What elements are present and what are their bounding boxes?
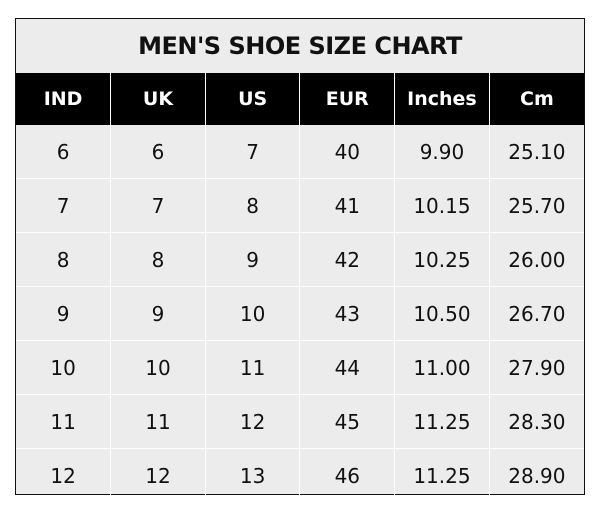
chart-title: MEN'S SHOE SIZE CHART [138,32,462,60]
table-cell-us: 9 [204,232,300,287]
table-cell-eur: 43 [299,286,395,341]
table-row: 11 11 12 45 11.25 28.30 [16,394,584,449]
table-cell-cm: 25.70 [488,178,584,233]
column-header-us: US [204,73,300,125]
table-cell-cm: 28.30 [488,394,584,449]
table-cell-inches: 10.50 [394,286,490,341]
table-cell-eur: 45 [299,394,395,449]
table-cell-inches: 9.90 [394,125,490,179]
table-cell-inches: 11.00 [394,340,490,395]
table-row: 9 9 10 43 10.50 26.70 [16,286,584,341]
table-cell-us: 10 [204,286,300,341]
table-row: 6 6 7 40 9.90 25.10 [16,125,584,179]
table-cell-ind: 10 [16,340,111,395]
table-cell-cm: 26.00 [488,232,584,287]
table-cell-eur: 40 [299,125,395,179]
column-header-cm: Cm [488,73,584,125]
table-row: 8 8 9 42 10.25 26.00 [16,232,584,287]
table-cell-eur: 44 [299,340,395,395]
table-cell-ind: 12 [16,448,111,502]
header-row: IND UK US EUR Inches Cm [16,73,584,125]
table-cell-uk: 7 [110,178,206,233]
table-cell-cm: 25.10 [488,125,584,179]
table-cell-us: 8 [204,178,300,233]
table-cell-ind: 7 [16,178,111,233]
table-cell-inches: 11.25 [394,448,490,502]
table-cell-cm: 26.70 [488,286,584,341]
table-cell-uk: 11 [110,394,206,449]
table-cell-eur: 46 [299,448,395,502]
table-cell-uk: 8 [110,232,206,287]
table-cell-cm: 28.90 [488,448,584,502]
column-header-inches: Inches [394,73,490,125]
table-cell-ind: 6 [56,139,70,164]
table-cell-ind: 8 [16,232,111,287]
table-cell-uk: 6 [110,125,206,179]
table-row: 7 7 8 41 10.15 25.70 [16,178,584,233]
table-cell-uk: 9 [110,286,206,341]
table-row: 10 10 11 44 11.00 27.90 [16,340,584,395]
column-header-eur: EUR [299,73,395,125]
table-cell-inches: 11.25 [394,394,490,449]
table-cell-us: 11 [204,340,300,395]
table-cell-us: 12 [204,394,300,449]
table-cell-us: 7 [204,125,300,179]
table-cell-uk: 12 [110,448,206,502]
size-table: IND UK US EUR Inches Cm 6 6 7 40 9.90 25.10 7 7 8 41 10… [16,73,584,502]
table-cell-cm: 27.90 [488,340,584,395]
table-cell-uk: 10 [110,340,206,395]
table-cell-eur: 42 [299,232,395,287]
column-header-uk: UK [110,73,206,125]
table-cell-eur: 41 [299,178,395,233]
column-header-ind: IND [16,73,111,125]
table-cell-inches: 10.15 [394,178,490,233]
table-row: 12 12 13 46 11.25 28.90 [16,448,584,502]
table-cell-us: 13 [204,448,300,502]
table-cell-inches: 10.25 [394,232,490,287]
table-cell-ind: 11 [16,394,111,449]
table-cell-ind: 9 [16,286,111,341]
size-chart: MEN'S SHOE SIZE CHART IND UK US EUR Inches Cm… [15,18,585,502]
